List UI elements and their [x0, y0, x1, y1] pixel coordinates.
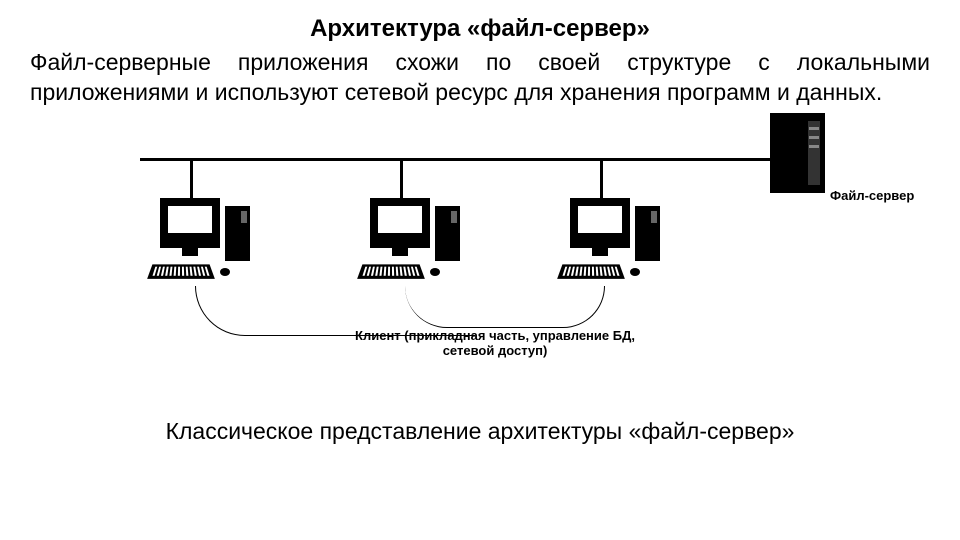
connector-curve: [475, 286, 605, 328]
server-icon: [770, 113, 825, 198]
page-title: Архитектура «файл-сервер»: [30, 15, 930, 43]
figure-caption: Классическое представление архитектуры «…: [30, 418, 930, 445]
server-label: Файл-сервер: [830, 188, 914, 203]
client-icon: [130, 198, 270, 288]
client-icon: [540, 198, 680, 288]
client-group-label: Клиент (прикладная часть, управление БД,…: [350, 328, 640, 359]
client-icon: [340, 198, 480, 288]
bus-line: [140, 158, 820, 161]
intro-paragraph: Файл-серверные приложения схожи по своей…: [30, 48, 930, 108]
network-diagram: Файл-сервер Клиент (прикладная часть, уп…: [70, 128, 890, 358]
